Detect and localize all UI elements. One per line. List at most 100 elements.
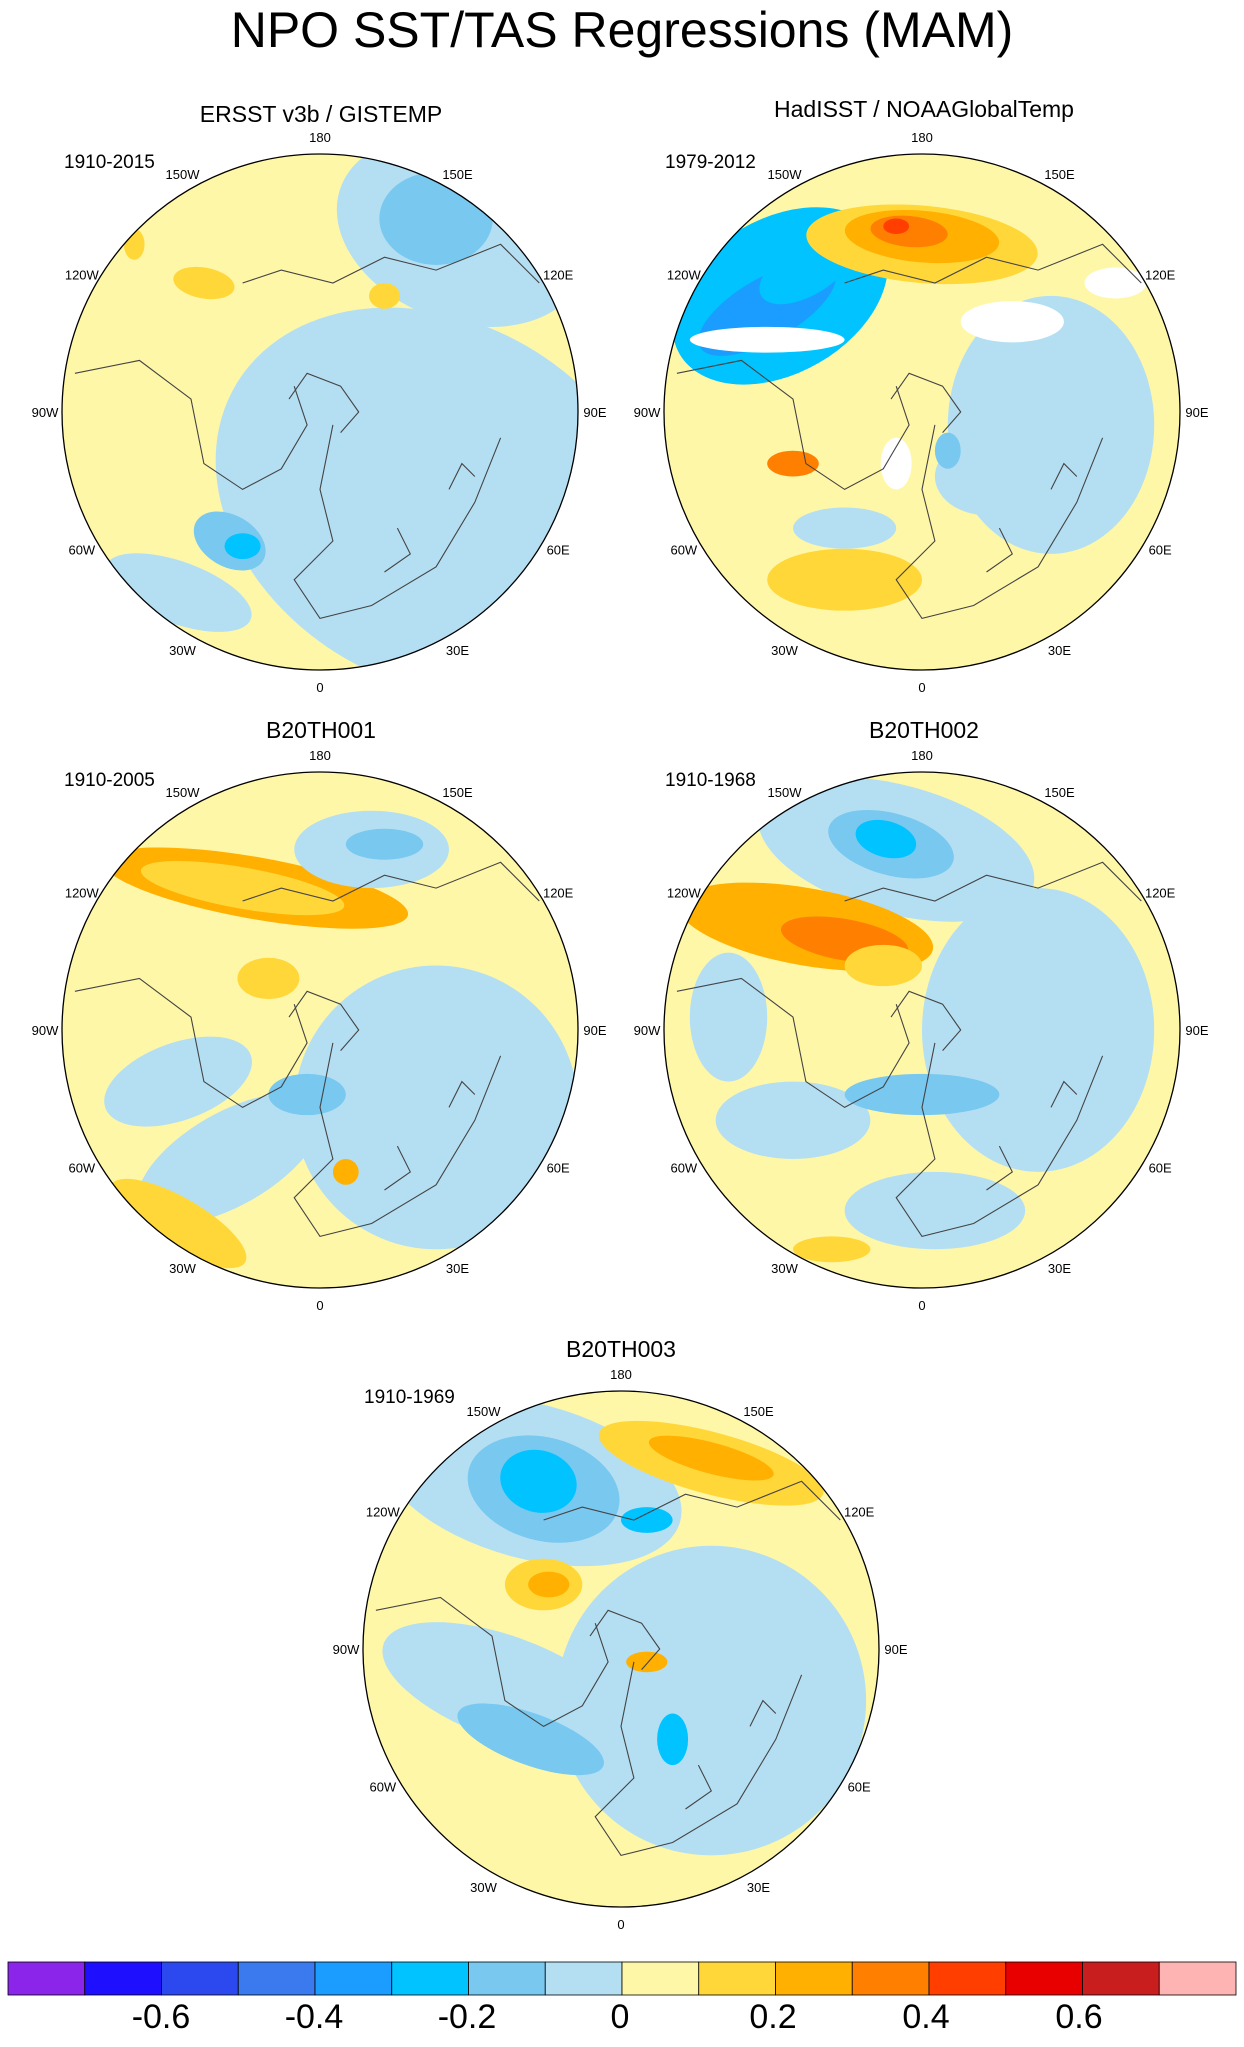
panel-4-title: B20TH002 [869, 717, 979, 743]
longitude-label: 0 [316, 1298, 323, 1313]
missing-data-area [1084, 267, 1147, 299]
coastlines [676, 861, 1142, 1238]
panel-5-title: B20TH003 [566, 1336, 676, 1362]
anomaly-contour [934, 432, 961, 469]
longitude-label: 120E [1145, 886, 1176, 901]
colorbar-tick-label: 0 [610, 1998, 630, 2036]
longitude-label: 30W [470, 1880, 497, 1895]
longitude-label: 150E [442, 167, 473, 182]
panel-3-title: B20TH001 [266, 717, 376, 743]
longitude-label: 120E [543, 886, 574, 901]
map-boundary [61, 153, 579, 671]
longitude-label: 60W [670, 543, 697, 558]
anomaly-contour [657, 1713, 689, 1766]
colorbar-swatch [161, 1961, 239, 1996]
regression-field [664, 154, 1180, 670]
map-boundary [61, 771, 579, 1289]
longitude-label: 30E [1048, 1261, 1071, 1276]
regression-field [363, 1391, 879, 1907]
colorbar-swatch [851, 1961, 930, 1996]
polar-map-panel-4: 180 150E 120E 90E 60E 30E 0 30W 60W 90W 120W 150W [634, 748, 1209, 1313]
longitude-label: 60E [1149, 1161, 1172, 1176]
anomaly-contour [648, 1435, 774, 1481]
colorbar-swatch [775, 1961, 853, 1996]
anomaly-contour [382, 1622, 628, 1754]
colorbar [7, 1961, 1237, 1996]
anomaly-contour [140, 861, 345, 916]
colorbar-swatch [391, 1961, 469, 1996]
panel-2-title: HadISST / NOAAGlobalTemp [774, 96, 1074, 122]
colorbar-swatch [928, 1961, 1007, 1996]
longitude-label: 30E [1048, 643, 1071, 658]
longitude-label: 90W [634, 405, 661, 420]
longitude-label: 150W [166, 167, 201, 182]
anomaly-contour [294, 965, 578, 1250]
longitude-label: 30W [771, 1261, 798, 1276]
map-boundary [663, 771, 1181, 1289]
longitude-label: 120E [844, 1505, 875, 1520]
longitude-label: 180 [911, 748, 933, 763]
longitude-label: 90W [333, 1642, 360, 1657]
colorbar-tick-label: -0.2 [437, 1998, 497, 2036]
colorbar-tick-label: 0.6 [1055, 1998, 1103, 2036]
longitude-label: 90E [1185, 405, 1208, 420]
coastlines [375, 1480, 841, 1857]
anomaly-contour [767, 548, 922, 611]
anomaly-contour [104, 553, 252, 632]
longitude-label: 60W [68, 543, 95, 558]
colorbar-swatch [84, 1961, 162, 1996]
coastlines [74, 243, 540, 620]
longitude-label: 30W [169, 1261, 196, 1276]
longitude-label: 150W [166, 785, 201, 800]
longitude-label: 120W [366, 1505, 401, 1520]
anomaly-contour [844, 1073, 1000, 1116]
longitude-label: 90E [884, 1642, 907, 1657]
anomaly-contour [767, 450, 819, 477]
panel-3-period: 1910-2005 [64, 770, 155, 791]
longitude-label: 180 [309, 748, 331, 763]
colorbar-tick-label: 0.2 [749, 1998, 797, 2036]
panel-2-period: 1979-2012 [665, 152, 756, 173]
colorbar-swatch [1082, 1961, 1160, 1996]
anomaly-contour [379, 172, 493, 265]
anomaly-contour [844, 1171, 1026, 1250]
regression-field [62, 772, 578, 1288]
anomaly-contour [332, 1159, 359, 1185]
panel-1-period: 1910-2015 [64, 152, 155, 173]
longitude-label: 120W [667, 268, 702, 283]
anomaly-contour [268, 1073, 346, 1116]
polar-map-panel-2: 180 150E 120E 90E 60E 30E 0 30W 60W 90W 120W 150W [634, 130, 1209, 695]
panel-4-period: 1910-1968 [665, 770, 756, 791]
longitude-label: 30E [747, 1880, 770, 1895]
colorbar-swatch [468, 1961, 546, 1996]
regression-field [62, 154, 578, 670]
anomaly-contour [109, 1178, 247, 1269]
polar-map-panel-5: 180 150E 120E 90E 60E 30E 0 30W 60W 90W 120W 150W [333, 1367, 908, 1932]
longitude-label: 90E [1185, 1023, 1208, 1038]
coastlines [74, 861, 540, 1238]
anomaly-contour [369, 283, 400, 309]
colorbar-swatch [1005, 1961, 1083, 1996]
longitude-label: 150E [1044, 785, 1075, 800]
longitude-label: 90W [32, 405, 59, 420]
map-boundary [663, 153, 1181, 671]
longitude-label: 0 [918, 680, 925, 695]
anomaly-contour [137, 1093, 323, 1225]
colorbar-tick-label: -0.4 [284, 1998, 344, 2036]
polar-map-panel-3: 180 150E 120E 90E 60E 30E 0 30W 60W 90W 120W 150W [32, 748, 607, 1313]
anomaly-contour [715, 1081, 871, 1160]
colorbar-tick-label: 0.4 [902, 1998, 950, 2036]
longitude-label: 90E [583, 405, 606, 420]
colorbar-swatch [314, 1961, 393, 1996]
anomaly-contour [621, 1507, 673, 1533]
colorbar-swatch [621, 1961, 700, 1996]
longitude-label: 120E [1145, 268, 1176, 283]
longitude-label: 150E [743, 1404, 774, 1419]
anomaly-contour [793, 507, 897, 549]
anomaly-contour [793, 1236, 871, 1263]
anomaly-contour [528, 1571, 570, 1598]
longitude-label: 90W [32, 1023, 59, 1038]
longitude-label: 120E [543, 268, 574, 283]
longitude-label: 0 [316, 680, 323, 695]
